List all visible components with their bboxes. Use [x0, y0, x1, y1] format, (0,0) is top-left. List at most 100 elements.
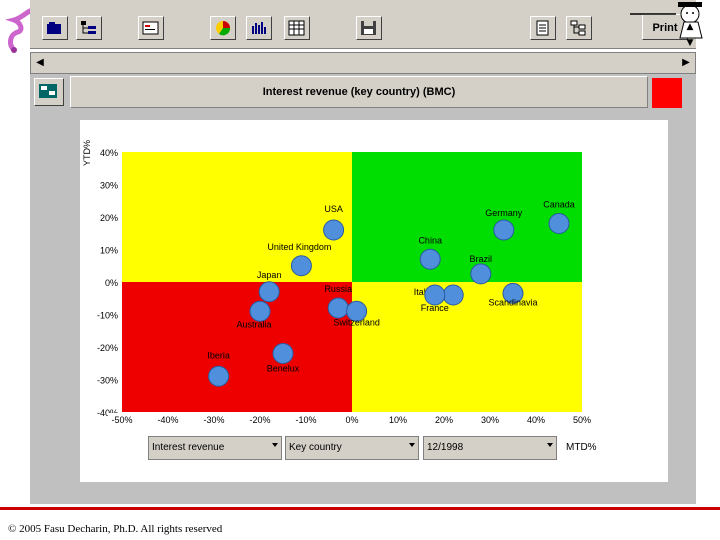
open-folder-button[interactable] — [42, 16, 68, 40]
data-point — [327, 297, 349, 319]
point-label: USA — [324, 204, 343, 214]
tree-view-button[interactable] — [76, 16, 102, 40]
point-label: Switzerland — [333, 317, 380, 327]
y-tick-label: 0% — [105, 278, 118, 288]
point-label: China — [418, 235, 442, 245]
save-icon — [361, 21, 376, 35]
x-tick-box — [522, 413, 550, 425]
point-label: Germany — [485, 208, 523, 218]
x-tick-label: -20% — [249, 415, 270, 425]
table-icon — [288, 20, 305, 36]
x-tick-label: -50% — [111, 415, 132, 425]
scroll-left-icon[interactable]: ◀ — [36, 57, 44, 68]
measure-value: Interest revenue — [152, 442, 225, 453]
footer-divider — [0, 507, 720, 510]
point-label: Japan — [257, 270, 282, 280]
bar-chart-icon — [252, 22, 266, 34]
x-tick-box — [200, 413, 228, 425]
y-tick-label: 30% — [100, 181, 118, 191]
quadrant-bottom-right — [352, 282, 582, 412]
report-icon — [39, 84, 57, 98]
x-tick-box — [108, 413, 136, 425]
data-point — [249, 300, 271, 322]
data-point — [272, 343, 294, 364]
dimension-value: Key country — [289, 442, 342, 453]
x-tick-label: 30% — [481, 415, 499, 425]
x-axis-label: MTD% — [566, 442, 597, 453]
point-label: Brazil — [470, 254, 493, 264]
scroll-down-button[interactable]: ▼ — [686, 38, 694, 48]
measure-dropdown[interactable]: Interest revenue — [148, 436, 282, 460]
y-tick-box — [93, 275, 120, 288]
point-label: Australia — [236, 319, 271, 329]
data-point — [323, 219, 345, 241]
hierarchy-button[interactable] — [566, 16, 592, 40]
professor-icon — [630, 2, 703, 39]
x-tick-box — [476, 413, 504, 425]
y-tick-box — [93, 145, 120, 158]
report-icon-button[interactable] — [34, 78, 64, 106]
data-point — [419, 248, 441, 270]
bar-chart-button[interactable] — [246, 16, 272, 40]
scroll-up-button[interactable]: ▲ — [686, 22, 694, 32]
y-tick-box — [93, 210, 120, 223]
data-point — [502, 282, 524, 304]
period-value: 12/1998 — [427, 442, 464, 453]
card-button[interactable] — [138, 16, 164, 40]
quadrant-top-right — [352, 152, 582, 282]
x-tick-box — [154, 413, 182, 425]
horizontal-scrollbar[interactable]: ◀ ▶ — [30, 52, 696, 74]
x-tick-label: 20% — [435, 415, 453, 425]
x-tick-box — [292, 413, 320, 425]
y-tick-label: -40% — [97, 408, 118, 418]
data-point — [442, 284, 464, 306]
x-tick-box — [246, 413, 274, 425]
point-label: Italia — [414, 287, 433, 297]
tree-view-icon — [81, 21, 96, 34]
point-label: Canada — [543, 200, 575, 210]
data-point — [470, 263, 492, 285]
x-tick-box — [430, 413, 458, 425]
x-tick-label: 10% — [389, 415, 407, 425]
doc-button[interactable] — [530, 16, 556, 40]
point-label: France — [421, 303, 449, 313]
y-tick-label: -30% — [97, 376, 118, 386]
x-tick-label: 50% — [573, 415, 591, 425]
open-folder-icon — [47, 22, 61, 34]
y-tick-box — [93, 177, 120, 191]
data-point — [493, 219, 515, 241]
y-tick-box — [93, 372, 120, 386]
x-tick-label: -10% — [295, 415, 316, 425]
table-button[interactable] — [284, 16, 310, 40]
copyright-text: © 2005 Fasu Decharin, Ph.D. All rights r… — [8, 523, 223, 535]
dimension-dropdown[interactable]: Key country — [285, 436, 419, 460]
pie-chart-icon — [216, 21, 231, 36]
chevron-down-icon — [409, 443, 415, 447]
period-dropdown[interactable]: 12/1998 — [423, 436, 557, 460]
data-point — [258, 281, 280, 303]
data-point — [290, 255, 312, 277]
x-tick-box — [338, 413, 366, 425]
y-tick-label: 10% — [100, 246, 118, 256]
chevron-down-icon — [272, 443, 278, 447]
x-tick-label: -40% — [157, 415, 178, 425]
y-tick-label: 20% — [100, 213, 118, 223]
x-tick-label: 40% — [527, 415, 545, 425]
point-label: Benelux — [267, 364, 300, 374]
quadrant-bottom-left — [122, 282, 352, 412]
x-tick-label: -30% — [203, 415, 224, 425]
point-label: Iberia — [207, 350, 230, 360]
scroll-right-icon[interactable]: ▶ — [682, 57, 690, 68]
y-tick-label: -20% — [97, 343, 118, 353]
quadrant-top-left — [122, 152, 352, 282]
chevron-down-icon — [547, 443, 553, 447]
save-button[interactable] — [356, 16, 382, 40]
doc-icon — [536, 20, 549, 36]
pie-chart-button[interactable] — [210, 16, 236, 40]
y-axis-label: YTD% — [82, 140, 92, 166]
report-title: Interest revenue (key country) (BMC) — [70, 76, 648, 108]
y-tick-box — [93, 307, 120, 321]
x-tick-label: 0% — [345, 415, 358, 425]
logo-icon — [5, 7, 35, 53]
